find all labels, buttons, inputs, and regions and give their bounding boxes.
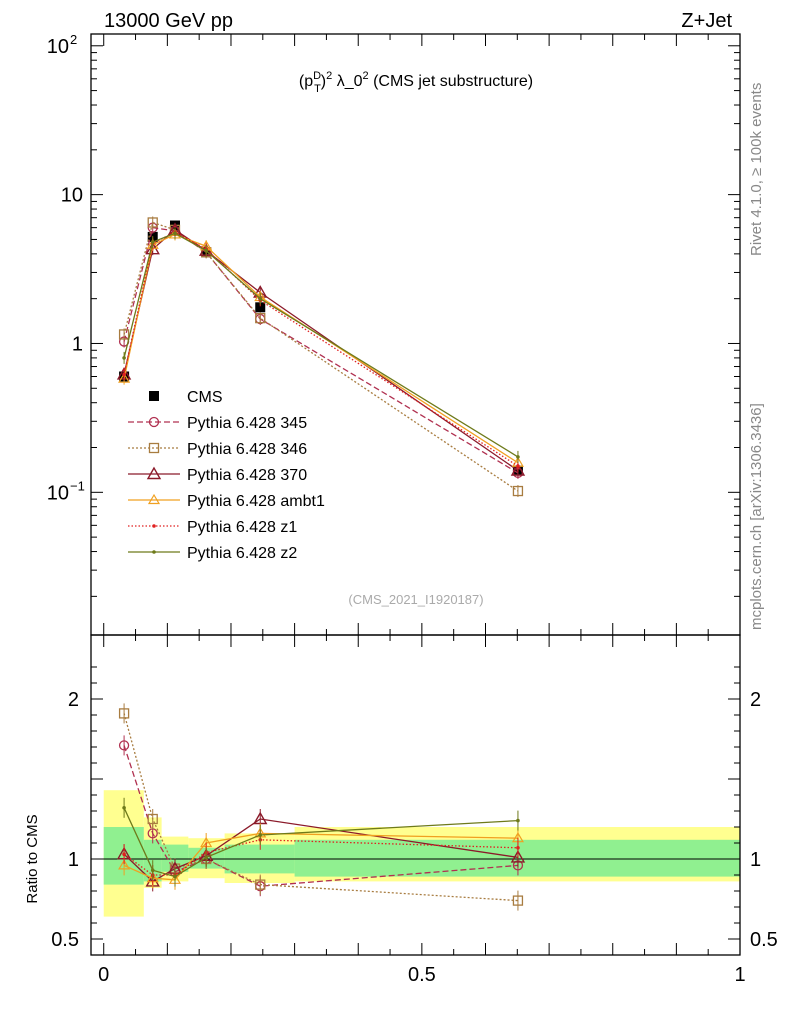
analysis-id: (CMS_2021_I1920187) <box>348 592 483 607</box>
y-tick-label: 1 <box>72 333 83 355</box>
legend-marker-0 <box>149 391 159 401</box>
series-line-2 <box>123 221 519 492</box>
data-point <box>118 372 131 383</box>
rivet-version-label: Rivet 4.1.0, ≥ 100k events <box>748 82 765 256</box>
legend-marker-2 <box>148 442 160 454</box>
legend-marker-4 <box>147 493 161 505</box>
legend-marker-3 <box>146 466 162 480</box>
data-point <box>118 329 130 340</box>
ratio-frame <box>90 634 741 956</box>
data-point <box>255 302 266 313</box>
legend: CMS Pythia 6.428 345 Pythia 6.428 346 Pythi… <box>128 389 325 562</box>
plot-title: (pD T)2 λ_02 (CMS jet substructure) <box>299 70 533 95</box>
legend-marker-1 <box>148 416 160 428</box>
legend-marker-5 <box>152 524 156 528</box>
x-tick-label: 0 <box>98 964 109 986</box>
data-point <box>516 455 520 459</box>
process-label: Z+Jet <box>681 10 732 32</box>
data-point <box>122 372 126 377</box>
ratio-line-3 <box>123 832 518 881</box>
ratio-point <box>150 868 155 872</box>
data-point <box>147 217 158 228</box>
ratio-y-tick-label-right: 2 <box>750 689 761 711</box>
data-point <box>510 463 526 476</box>
ratio-point <box>510 849 526 863</box>
data-point <box>173 231 177 236</box>
y-tick-label: 10 <box>61 185 83 207</box>
series-line-3 <box>123 229 519 472</box>
y-tick-exponent: 2 <box>70 32 77 47</box>
legend-label-2: Pythia 6.428 346 <box>187 441 307 458</box>
data-point <box>255 312 266 324</box>
series-line-1 <box>123 226 519 474</box>
x-tick-label: 0.5 <box>408 964 436 986</box>
series-line-5 <box>123 231 519 467</box>
ratio-point <box>118 740 130 751</box>
ratio-point <box>204 855 208 860</box>
ratio-point <box>122 852 126 856</box>
data-point <box>258 296 263 301</box>
ratio-point <box>516 818 520 823</box>
ratio-point <box>516 846 520 850</box>
data-point <box>516 464 520 468</box>
series-line-6 <box>123 232 519 458</box>
ratio-line-4 <box>123 839 518 876</box>
y-tick-label: 10 <box>47 482 69 504</box>
legend-label-0: CMS <box>187 389 223 406</box>
ratio-line-5 <box>123 807 518 878</box>
ratio-point <box>255 879 266 890</box>
legend-marker-6 <box>152 550 156 554</box>
data-point <box>204 248 208 253</box>
ratio-y-tick-label: 0.5 <box>51 929 79 951</box>
data-point <box>150 240 155 244</box>
y-tick-label: 10 <box>47 36 69 58</box>
legend-label-1: Pythia 6.428 345 <box>187 415 307 432</box>
ratio-y-tick-label-right: 0.5 <box>750 929 778 951</box>
energy-label: 13000 GeV pp <box>104 10 233 32</box>
ratio-point <box>512 895 524 906</box>
ratio-point <box>173 874 177 879</box>
ratio-point <box>118 859 131 870</box>
ratio-line-1 <box>123 713 518 902</box>
main-series-group <box>116 216 526 498</box>
ratio-y-axis-label: Ratio to CMS <box>24 814 41 903</box>
legend-label-3: Pythia 6.428 370 <box>187 467 307 484</box>
legend-label-5: Pythia 6.428 z1 <box>187 519 297 536</box>
legend-label-6: Pythia 6.428 z2 <box>187 545 297 562</box>
x-tick-label: 1 <box>734 964 745 986</box>
ratio-y-tick-label: 1 <box>68 849 79 871</box>
data-point <box>512 485 524 497</box>
ratio-point <box>147 813 158 825</box>
data-point <box>122 356 126 360</box>
ratio-y-tick-label: 2 <box>68 689 79 711</box>
ratio-series-group <box>116 703 526 911</box>
y-tick-exponent: −1 <box>70 478 85 493</box>
legend-label-4: Pythia 6.428 ambt1 <box>187 493 325 510</box>
ratio-y-tick-label-right: 1 <box>750 849 761 871</box>
mcplots-source-label: mcplots.cern.ch [arXiv:1306.3436] <box>748 403 765 630</box>
ratio-point <box>122 806 126 810</box>
stat-band <box>294 839 740 877</box>
ratio-point <box>118 708 130 719</box>
ratio-point <box>258 833 263 837</box>
